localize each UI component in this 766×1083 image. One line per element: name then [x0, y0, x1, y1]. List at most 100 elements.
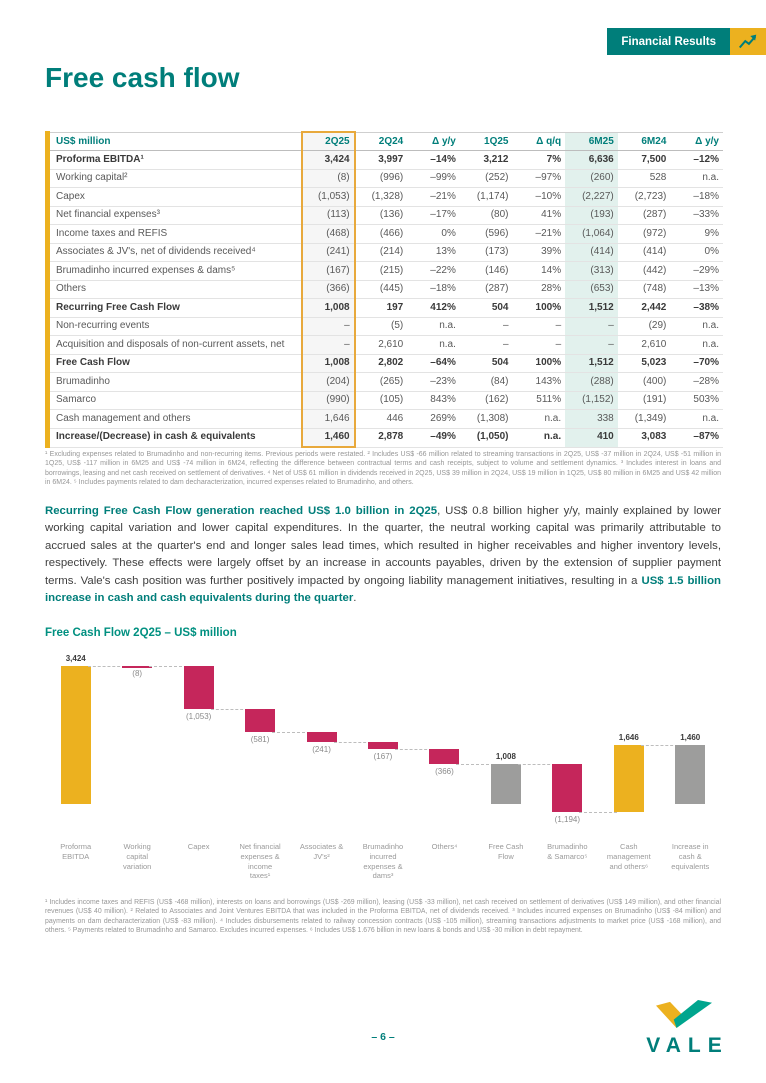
bar-category-label: Increase in cash & equivalents	[671, 842, 710, 871]
row-label: Non-recurring events	[50, 317, 302, 336]
cell: 511%	[512, 391, 566, 410]
cell: –	[565, 335, 618, 355]
cell: 1,460	[301, 428, 356, 448]
table-footnotes: ¹ Excluding expenses related to Brumadin…	[45, 451, 721, 487]
cell: 100%	[512, 354, 566, 373]
cell: –23%	[407, 372, 460, 392]
bar-value-label: (8)	[132, 669, 143, 679]
waterfall-connector	[456, 763, 494, 765]
table-row: Free Cash Flow 1,008 2,802 –64% 504 100% 1,512…	[50, 354, 723, 373]
row-label: Free Cash Flow	[50, 354, 302, 373]
cell: (80)	[459, 206, 513, 225]
cell: –22%	[407, 261, 460, 281]
bar-value-label: 1,460	[680, 733, 701, 743]
cell: –33%	[670, 206, 723, 225]
row-label: Increase/(Decrease) in cash & equivalent…	[50, 428, 302, 448]
bar-category-label: Brumadinho incurred expenses & dams³	[362, 842, 404, 881]
cell: n.a.	[512, 428, 566, 448]
bar-category-label: Capex	[187, 842, 210, 851]
row-label: Capex	[50, 187, 302, 207]
row-label: Recurring Free Cash Flow	[50, 298, 302, 318]
cell: 5,023	[617, 354, 671, 373]
cell: –99%	[407, 169, 460, 188]
cell: 100%	[512, 298, 566, 318]
cell: 1,008	[301, 354, 356, 373]
cell: –64%	[407, 354, 460, 373]
cell: 3,083	[617, 428, 671, 448]
cell: 13%	[407, 243, 460, 262]
cell: –17%	[407, 206, 460, 225]
table-row: Recurring Free Cash Flow 1,008 197 412% 504 1…	[50, 298, 723, 318]
cell: (2,723)	[617, 187, 671, 207]
cell: 503%	[670, 391, 723, 410]
column-header-7: 6M24	[617, 131, 671, 151]
waterfall-plot: 3,424 (8) (1,053) (581) (241) (167) (366) 1,008…	[45, 650, 721, 836]
bar-category-label: Cash management and others⁶	[606, 842, 651, 871]
table-row: Working capital² (8) (996) –99% (252) –97% (26…	[50, 169, 723, 188]
cell: (1,064)	[565, 224, 618, 244]
cell: –21%	[407, 187, 460, 207]
cell: 412%	[407, 298, 460, 318]
cell: (748)	[617, 280, 671, 299]
bar-category-label: Working capital variation	[123, 842, 152, 871]
waterfall-bar	[368, 742, 398, 749]
table-row: Proforma EBITDA¹ 3,424 3,997 –14% 3,212 7% 6,6…	[50, 150, 723, 170]
table-row: Samarco (990) (105) 843% (162) 511% (1,152) (19…	[50, 391, 723, 410]
cell: (990)	[301, 391, 356, 410]
waterfall-connector	[333, 742, 371, 744]
cell: –18%	[670, 187, 723, 207]
cell: (167)	[301, 261, 356, 281]
waterfall-connector	[517, 763, 556, 765]
cell: n.a.	[407, 335, 460, 355]
bar-category-label: Others⁴	[431, 842, 458, 851]
cell: (241)	[301, 243, 356, 262]
cell: 3,424	[301, 150, 356, 170]
cell: –	[512, 335, 566, 355]
column-header-5: Δ q/q	[512, 131, 566, 151]
cell: n.a.	[670, 409, 723, 429]
bar-value-label: (241)	[312, 745, 331, 755]
cell: (5)	[354, 317, 408, 336]
fcf-table-head-row: US$ million 2Q25 2Q24 Δ y/y 1Q25 Δ q/q 6M25 6M2…	[50, 131, 723, 151]
cell: (265)	[354, 372, 408, 392]
bar-value-label: (1,194)	[554, 815, 581, 824]
cell: –97%	[512, 169, 566, 188]
row-label: Income taxes and REFIS	[50, 224, 302, 244]
waterfall-bar	[675, 745, 706, 805]
cell: (445)	[354, 280, 408, 299]
cell: –	[301, 335, 356, 355]
table-row: Non-recurring events – (5) n.a. – – – (29) n.a.	[50, 317, 723, 336]
page-number: – 6 –	[371, 1031, 395, 1043]
bar-value-label: (581)	[250, 735, 270, 745]
fcf-table: US$ million 2Q25 2Q24 Δ y/y 1Q25 Δ q/q 6M25 6M2…	[45, 131, 723, 448]
cell: (414)	[565, 243, 618, 262]
financial-results-badge: Financial Results	[607, 28, 766, 55]
cell: –14%	[407, 150, 460, 170]
waterfall-xlabels: Proforma EBITDA Working capital variation…	[45, 842, 721, 881]
cell: 1,646	[301, 409, 356, 429]
cell: 7,500	[617, 150, 671, 170]
bar-value-label: 1,646	[618, 733, 639, 743]
cell: (653)	[565, 280, 618, 299]
table-row: Associates & JV's, net of dividends rece…	[50, 243, 723, 262]
cell: –29%	[670, 261, 723, 281]
cell: –70%	[670, 354, 723, 373]
cell: (366)	[301, 280, 356, 299]
cell: –10%	[512, 187, 566, 207]
cell: (84)	[459, 372, 513, 392]
bar-value-label: (167)	[373, 751, 393, 761]
cell: (313)	[565, 261, 618, 281]
cell: 2,610	[617, 335, 671, 355]
cell: 7%	[512, 150, 566, 170]
cell: n.a.	[670, 335, 723, 355]
row-label: Brumadinho	[50, 372, 302, 392]
waterfall-bar	[429, 748, 460, 764]
row-label: Others	[50, 280, 302, 299]
cell: –	[459, 317, 513, 336]
cell: 338	[565, 409, 618, 429]
cell: 3,212	[459, 150, 513, 170]
cell: –12%	[670, 150, 723, 170]
cell: 528	[617, 169, 671, 188]
cell: (193)	[565, 206, 618, 225]
cell: n.a.	[407, 317, 460, 336]
